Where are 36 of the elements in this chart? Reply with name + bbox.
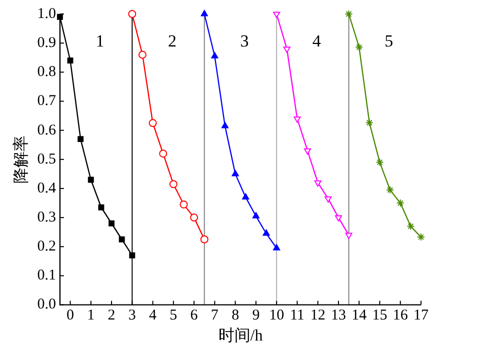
y-axis-title: 降解率: [12, 135, 30, 184]
y-tick-label: 0.3: [37, 209, 56, 226]
x-tick-label: 16: [392, 308, 408, 324]
x-tick-label: 2: [108, 308, 116, 324]
x-tick-label: 15: [372, 308, 388, 324]
x-tick-label: 5: [170, 308, 178, 324]
x-tick-label: 3: [128, 308, 136, 324]
y-tick-label: 0.7: [37, 93, 56, 110]
annotation: 3: [240, 31, 249, 50]
x-tick-label: 10: [269, 308, 284, 324]
annotation: 2: [168, 31, 177, 50]
x-tick-label: 4: [149, 308, 158, 324]
y-tick-label: 1.0: [37, 6, 56, 22]
y-tick-label: 0.9: [37, 35, 56, 52]
x-tick-label: 1: [87, 308, 95, 324]
x-tick-label: 0: [66, 308, 74, 324]
annotation: 4: [312, 31, 322, 50]
y-tick-label: 0.4: [37, 180, 56, 196]
x-tick-label: 17: [414, 308, 429, 324]
y-tick-label: 0.2: [37, 238, 56, 255]
y-tick-label: 0.1: [37, 268, 56, 284]
x-tick-label: 6: [190, 308, 198, 324]
annotation: 1: [96, 31, 104, 50]
x-tick-label: 14: [352, 308, 368, 324]
x-tick-label: 8: [232, 308, 240, 324]
x-axis-title: 时间/h: [218, 326, 263, 345]
x-tick-label: 13: [330, 308, 346, 324]
y-tick-label: 0.5: [37, 151, 56, 168]
annotation: 5: [384, 31, 394, 50]
y-tick-label: 0.6: [37, 122, 56, 138]
x-tick-label: 7: [210, 308, 219, 324]
x-tick-label: 9: [252, 308, 260, 324]
y-tick-label: 0.8: [37, 64, 56, 80]
y-tick-label: 0.0: [37, 296, 56, 313]
x-tick-label: 12: [310, 308, 326, 324]
x-tick-label: 11: [290, 308, 304, 324]
